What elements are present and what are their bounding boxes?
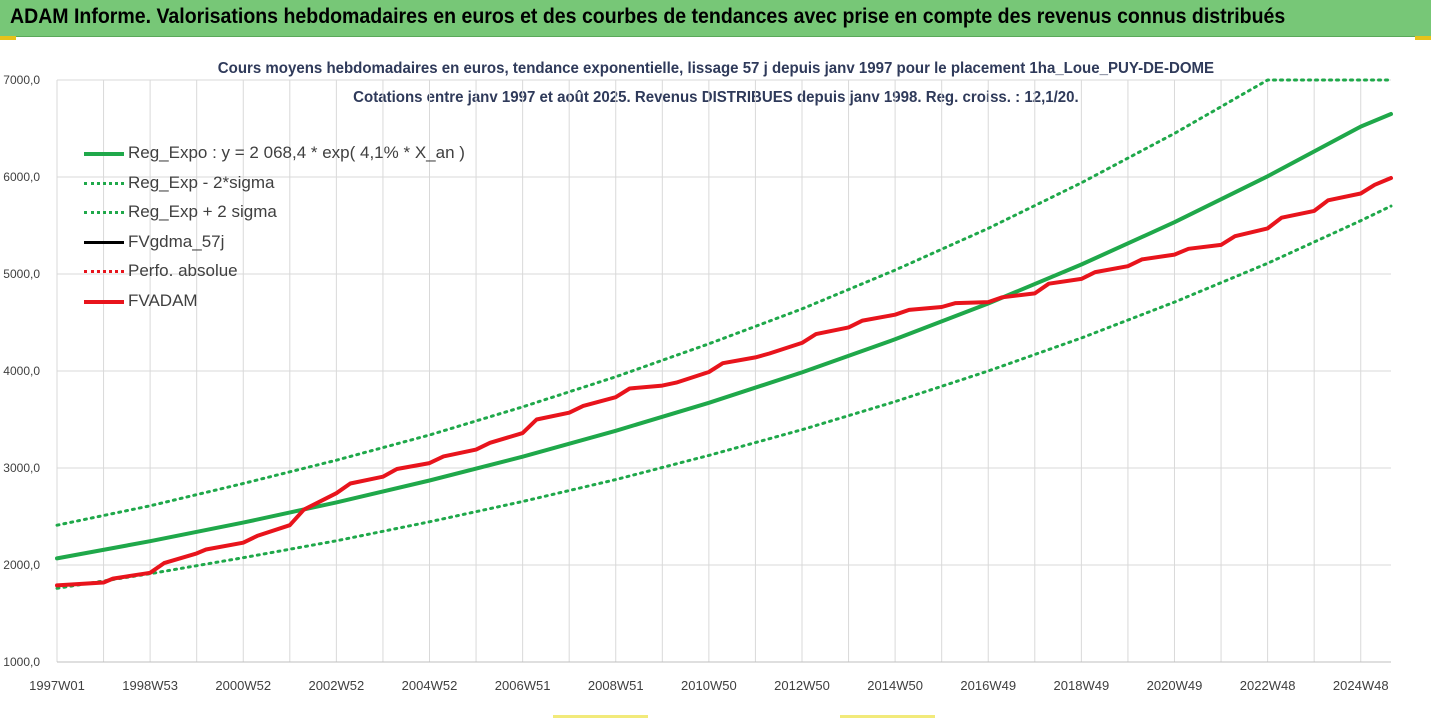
legend-label: FVADAM: [128, 290, 198, 310]
chart-title: Cours moyens hebdomadaires en euros, ten…: [0, 60, 1431, 78]
x-tick-label: 2000W52: [215, 678, 271, 693]
legend-label: Reg_Exp + 2 sigma: [128, 202, 277, 222]
legend-swatch-solid-green: [84, 152, 124, 156]
legend-label: Reg_Exp - 2*sigma: [128, 172, 275, 192]
legend-swatch-dotted-green: [84, 211, 124, 215]
y-tick-label: 6000,0: [3, 170, 40, 184]
corner-mark-right: [1415, 36, 1431, 40]
series-line-solid-black: [55, 176, 1393, 587]
legend-swatch-solid-black: [84, 240, 124, 244]
corner-mark-left: [0, 36, 16, 40]
y-tick-label: 1000,0: [3, 655, 40, 669]
x-tick-label: 2016W49: [960, 678, 1016, 693]
chart-subtitle-text: Cotations entre janv 1997 et août 2025. …: [352, 89, 1079, 106]
y-tick-label: 5000,0: [3, 267, 40, 281]
x-tick-label: 2008W51: [588, 678, 644, 693]
report-banner: ADAM Informe. Valorisations hebdomadaire…: [0, 0, 1431, 37]
y-tick-label: 3000,0: [3, 461, 40, 475]
x-tick-label: 2002W52: [309, 678, 365, 693]
x-tick-label: 2024W48: [1333, 678, 1389, 693]
banner-title: ADAM Informe. Valorisations hebdomadaire…: [10, 5, 1286, 28]
chart-subtitle: Cotations entre janv 1997 et août 2025. …: [0, 89, 1431, 107]
legend-swatch-dotted-green: [84, 181, 124, 185]
legend-swatch-dotted-red: [84, 270, 124, 274]
x-tick-label: 1998W53: [122, 678, 178, 693]
y-tick-label: 4000,0: [3, 364, 40, 378]
x-tick-label: 2006W51: [495, 678, 551, 693]
x-tick-label: 2022W48: [1240, 678, 1296, 693]
legend-swatch-solid-red: [84, 299, 124, 304]
legend-label: Perfo. absolue: [128, 261, 238, 281]
x-tick-label: 2018W49: [1054, 678, 1110, 693]
x-tick-label: 1997W01: [29, 678, 85, 693]
x-tick-label: 2014W50: [867, 678, 923, 693]
series-line-solid-green: [55, 112, 1393, 561]
legend-label: FVgdma_57j: [128, 231, 225, 251]
legend-label: Reg_Expo : y = 2 068,4 * exp( 4,1% * X_a…: [128, 143, 465, 162]
scroll-hint-right: [840, 715, 935, 718]
series-line-dotted-green: [55, 204, 1393, 590]
series-line-solid-red: [55, 176, 1393, 588]
x-tick-label: 2004W52: [402, 678, 458, 693]
scroll-hint-left: [553, 715, 648, 718]
y-tick-label: 7000,0: [3, 73, 40, 87]
x-tick-label: 2020W49: [1147, 678, 1203, 693]
x-tick-label: 2010W50: [681, 678, 737, 693]
x-tick-label: 2012W50: [774, 678, 830, 693]
y-tick-label: 2000,0: [3, 558, 40, 572]
chart-title-text: Cours moyens hebdomadaires en euros, ten…: [217, 60, 1214, 77]
series-line-dotted-green: [55, 78, 1393, 527]
